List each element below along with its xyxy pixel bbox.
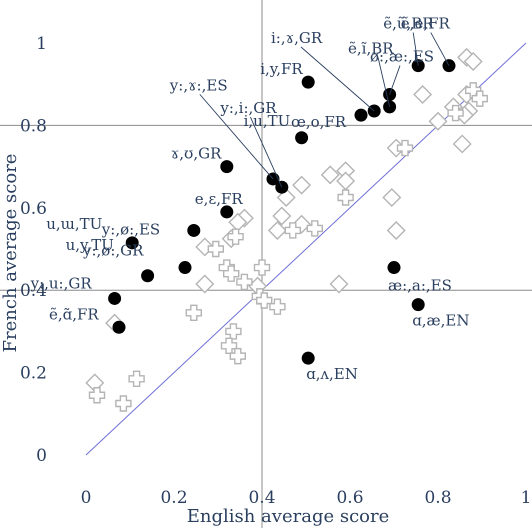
callout-line: [412, 32, 419, 66]
callout-line: [377, 57, 391, 107]
y-axis-title: French average score: [0, 154, 21, 353]
y-tick-label: 0: [36, 446, 47, 466]
y-tick-label: 1: [36, 34, 47, 54]
x-tick-label: 1: [521, 488, 532, 508]
point-label: ɤ,ʊ,GR: [171, 145, 222, 163]
point-label: y:,i:,GR: [219, 99, 277, 117]
data-point-diamond: [272, 206, 292, 226]
data-point-cross: [306, 220, 323, 237]
point-label: æ:,a:,ES: [388, 277, 452, 295]
point-label: i,y,FR: [260, 60, 303, 78]
data-point-filled: [220, 205, 234, 219]
data-point-cross: [115, 395, 132, 412]
data-point-cross: [256, 292, 273, 309]
point-label: u,ɯ,TU: [46, 215, 102, 233]
point-label: i:,ɤ,GR: [271, 29, 323, 47]
point-label: ẽ,e,FR: [401, 15, 451, 33]
data-point-cross: [284, 222, 301, 239]
data-point-filled: [141, 269, 155, 283]
data-point-cross: [225, 323, 242, 340]
data-point-filled: [178, 261, 192, 275]
callout-line: [430, 32, 450, 66]
data-point-diamond: [463, 52, 483, 72]
point-label: ẽ,ĩ,BR: [348, 39, 394, 57]
data-point-diamond: [413, 85, 433, 104]
data-point-cross: [222, 265, 240, 282]
point-label: œ,o,FR: [291, 113, 347, 131]
data-point-filled: [125, 236, 139, 250]
callout-line: [249, 116, 283, 188]
data-point-cross: [128, 370, 145, 387]
data-point-diamond: [428, 111, 448, 131]
data-point-cross: [227, 228, 244, 245]
point-label: ẽ,ũ,BR: [383, 15, 434, 33]
x-tick-label: 0: [81, 488, 92, 508]
data-point-diamond: [336, 171, 356, 191]
data-point-cross: [337, 189, 354, 206]
data-point-cross: [88, 387, 106, 404]
data-point-cross: [471, 90, 488, 107]
data-point-filled: [112, 320, 126, 334]
y-tick-label: 0.6: [20, 199, 47, 219]
data-point-diamond: [267, 220, 287, 240]
data-point-diamond: [195, 274, 215, 294]
callout-line: [389, 65, 401, 95]
x-tick-label: 0.4: [248, 488, 275, 508]
y-tick-label: 0.4: [20, 281, 47, 301]
point-label: ẽ,ɑ̃,FR: [49, 305, 99, 323]
data-point-cross: [269, 298, 286, 315]
data-point-diamond: [382, 188, 402, 207]
data-point-cross: [185, 304, 203, 322]
data-point-diamond: [386, 220, 406, 240]
data-point-filled: [301, 351, 315, 365]
point-label: ɑ,æ,EN: [412, 312, 469, 330]
x-tick-label: 0.8: [424, 488, 451, 508]
data-point-filled: [295, 131, 309, 145]
point-label: ø:,æ:,ES: [370, 48, 434, 66]
callout-line: [199, 94, 274, 180]
data-point-cross: [396, 139, 414, 157]
point-label: e,ɛ,FR: [195, 190, 244, 208]
callout-lines: [199, 32, 450, 188]
callout-line: [300, 46, 375, 112]
data-point-diamond: [329, 274, 349, 294]
x-axis-title: English average score: [187, 506, 390, 527]
data-point-filled: [187, 223, 201, 237]
data-point-filled: [411, 298, 425, 312]
data-point-cross: [447, 104, 464, 122]
x-tick-label: 0.6: [336, 488, 363, 508]
point-label: y:,u:,GR: [30, 274, 93, 292]
point-label: y:,ø:,ES: [101, 220, 160, 238]
point-label: ɑ,ʌ,EN: [306, 365, 358, 383]
data-point-diamond: [320, 165, 340, 185]
data-point-filled: [301, 75, 315, 89]
data-point-filled: [220, 160, 234, 174]
data-point-cross: [207, 240, 225, 258]
point-label: y:,ø:,GR: [82, 242, 144, 260]
data-point-filled: [354, 108, 368, 122]
data-point-diamond: [452, 134, 472, 154]
x-tick-label: 0.2: [160, 488, 187, 508]
point-labels: i:,ɤ,GR ẽ,ũ,BRẽ,e,FR ẽ,ĩ,BRø:,æ:,ES y:,ɤ:,E…: [30, 15, 470, 384]
data-point-cross: [253, 259, 271, 276]
point-label: i,u,TU: [244, 112, 291, 130]
data-point-cross: [229, 347, 247, 365]
axis-ticks: 0 0.2 0.4 0.6 0.8 1 0 0.2 0.4 0.6 0.8 1: [20, 34, 531, 508]
data-point-filled: [108, 291, 122, 305]
y-tick-label: 0.8: [20, 116, 47, 136]
data-point-diamond: [292, 175, 312, 195]
point-label: y:,ɤ:,ES: [169, 76, 228, 94]
y-tick-label: 0.2: [20, 364, 47, 384]
data-point-filled: [387, 261, 401, 275]
hollow-points: [85, 47, 488, 412]
data-point-cross: [236, 273, 253, 291]
point-label: u,y,TU: [66, 236, 114, 254]
